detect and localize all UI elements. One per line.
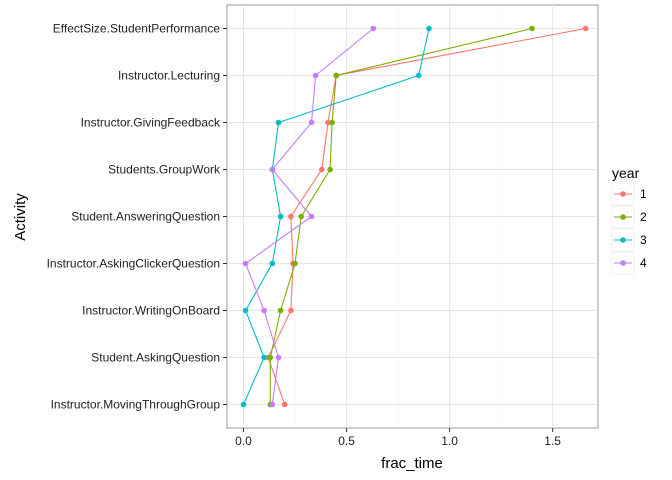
data-point-year-1	[288, 307, 294, 314]
y-tick-label: Instructor.GivingFeedback	[81, 116, 221, 130]
data-point-year-1	[288, 213, 294, 220]
data-point-year-3	[426, 25, 432, 32]
legend: year 1 2 3 4	[611, 165, 647, 275]
data-point-year-4	[261, 307, 267, 314]
data-point-year-2	[329, 119, 335, 126]
x-tick-label: 1.5	[544, 434, 561, 448]
series-points	[240, 25, 589, 408]
legend-key-point-year-3	[620, 237, 626, 243]
legend-key-point-year-1	[620, 191, 626, 197]
legend-key-point-year-4	[620, 260, 626, 266]
data-point-year-3	[415, 72, 422, 79]
data-point-year-2	[277, 307, 284, 314]
data-point-year-3	[275, 119, 282, 126]
legend-items: 1 2 3 4	[611, 182, 647, 275]
legend-label-year-1: 1	[640, 187, 647, 201]
legend-title: year	[612, 165, 640, 181]
data-point-year-4	[312, 72, 319, 79]
data-point-year-4	[308, 213, 315, 220]
data-point-year-3	[261, 354, 267, 361]
data-point-year-4	[275, 354, 282, 361]
grid-lines	[227, 5, 598, 428]
y-tick-label: Instructor.AskingClickerQuestion	[47, 257, 220, 271]
data-point-year-3	[277, 213, 284, 220]
data-point-year-2	[298, 213, 305, 220]
x-axis: 0.0 0.5 1.0 1.5	[235, 428, 561, 448]
data-point-year-1	[582, 25, 589, 32]
data-point-year-2	[327, 166, 333, 173]
data-point-year-4	[242, 260, 249, 267]
data-point-year-1	[325, 119, 331, 126]
data-point-year-2	[292, 260, 298, 267]
data-point-year-2	[529, 25, 535, 32]
x-axis-title: frac_time	[381, 455, 443, 472]
y-tick-label: Student.AskingQuestion	[91, 351, 220, 365]
y-axis: EffectSize.StudentPerformance Instructor.…	[47, 22, 227, 412]
legend-label-year-4: 4	[640, 256, 647, 270]
y-tick-label: EffectSize.StudentPerformance	[53, 22, 221, 36]
data-point-year-4	[269, 166, 276, 173]
plot-panel	[226, 4, 599, 429]
y-tick-label: Instructor.Lecturing	[118, 69, 220, 83]
data-point-year-3	[242, 307, 249, 314]
data-point-year-4	[308, 119, 315, 126]
data-point-year-3	[240, 401, 247, 408]
data-point-year-1	[281, 401, 288, 408]
data-point-year-4	[370, 25, 377, 32]
legend-key-point-year-2	[620, 214, 626, 220]
y-tick-label: Instructor.WritingOnBoard	[82, 304, 220, 318]
data-point-year-1	[319, 166, 325, 173]
x-tick-label: 1.0	[441, 434, 458, 448]
y-tick-label: Students.GroupWork	[108, 163, 221, 177]
y-tick-label: Instructor.MovingThroughGroup	[51, 398, 221, 412]
legend-label-year-3: 3	[640, 233, 647, 247]
data-point-year-3	[269, 260, 276, 267]
x-tick-label: 0.0	[235, 434, 252, 448]
y-axis-title: Activity	[12, 193, 29, 241]
legend-label-year-2: 2	[640, 210, 647, 224]
data-point-year-2	[267, 354, 274, 361]
data-point-year-2	[333, 72, 340, 79]
y-tick-label: Student.AnsweringQuestion	[71, 210, 220, 224]
data-point-year-4	[269, 401, 276, 408]
x-tick-label: 0.5	[338, 434, 355, 448]
